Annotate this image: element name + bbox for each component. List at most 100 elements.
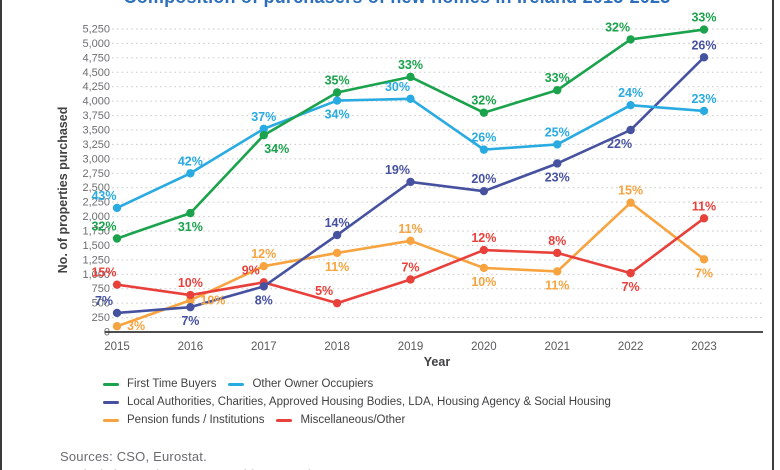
percent-label: 10% xyxy=(471,275,496,289)
data-point xyxy=(479,108,489,117)
x-tick-label: 2019 xyxy=(398,341,424,353)
percent-label: 34% xyxy=(264,142,289,156)
legend-entry-pension-funds: Pension funds / Institutions xyxy=(103,414,264,426)
data-point xyxy=(112,280,122,289)
miscellaneous-dash-icon xyxy=(276,418,293,422)
percent-label: 15% xyxy=(618,184,643,198)
percent-label: 7% xyxy=(622,280,640,294)
data-point xyxy=(626,125,635,135)
data-point xyxy=(699,255,709,264)
y-tick-label: 4,250 xyxy=(82,81,110,93)
y-tick-label: 2,000 xyxy=(82,211,110,223)
percent-label: 30% xyxy=(385,80,410,94)
percent-label: 26% xyxy=(691,38,716,52)
data-point xyxy=(479,263,489,273)
x-tick-label: 2015 xyxy=(104,341,130,353)
legend-entry-local-authorities: Local Authorities, Charities, Approved H… xyxy=(103,396,611,408)
percent-label: 19% xyxy=(385,163,410,177)
percent-label: 10% xyxy=(178,276,203,290)
legend-label: Pension funds / Institutions xyxy=(127,414,265,426)
data-point xyxy=(699,53,709,62)
data-point xyxy=(699,214,709,223)
data-point xyxy=(259,262,268,271)
y-tick-label: 3,250 xyxy=(82,139,110,151)
percent-label: 7% xyxy=(401,260,419,274)
pension-funds-dash-icon xyxy=(103,418,119,422)
percent-label: 25% xyxy=(545,125,570,139)
x-tick-label: 2023 xyxy=(691,341,717,353)
sources-block: Sources: CSO, Eurostat. Analysis by Hook… xyxy=(60,449,660,470)
data-point xyxy=(186,208,195,218)
legend-row-3: Pension funds / Institutions Miscellaneo… xyxy=(103,414,763,426)
series-1 xyxy=(112,94,709,213)
data-point xyxy=(406,236,415,246)
data-point xyxy=(406,72,415,82)
data-point xyxy=(332,96,342,105)
percent-label: 32% xyxy=(91,220,116,234)
percent-label: 32% xyxy=(471,94,496,108)
series-labels-3: 3% 10% 12% 11% 11% 10% 11% 15% 7% xyxy=(127,184,713,334)
data-point xyxy=(479,145,489,154)
percent-label: 33% xyxy=(691,11,716,25)
percent-label: 3% xyxy=(127,319,145,333)
data-point xyxy=(112,234,122,243)
data-point xyxy=(186,290,195,300)
percent-label: 24% xyxy=(618,86,643,100)
data-point xyxy=(626,100,635,110)
legend-label: Local Authorities, Charities, Approved H… xyxy=(127,396,611,408)
percent-label: 34% xyxy=(325,108,350,122)
y-tick-label: 1,750 xyxy=(82,226,110,238)
percent-label: 5% xyxy=(315,284,333,298)
y-tick-label: 2,250 xyxy=(82,197,110,209)
percent-label: 22% xyxy=(607,137,632,151)
y-tick-label: 5,000 xyxy=(82,38,110,50)
y-tick-label: 4,000 xyxy=(82,96,110,108)
data-point xyxy=(626,35,635,44)
data-point xyxy=(112,322,122,331)
data-point xyxy=(259,282,268,291)
data-point xyxy=(332,230,342,240)
legend-row-2: Local Authorities, Charities, Approved H… xyxy=(103,396,763,408)
local-authorities-dash-icon xyxy=(103,400,119,404)
percent-label: 20% xyxy=(471,172,496,186)
percent-label: 37% xyxy=(251,110,276,124)
data-point xyxy=(332,298,342,308)
percent-label: 11% xyxy=(692,199,716,213)
percent-label: 8% xyxy=(255,293,273,307)
chart-svg: 02505007501,0001,2501,5001,7502,0002,250… xyxy=(56,11,763,369)
percent-label: 32% xyxy=(605,20,630,34)
percent-label: 7% xyxy=(181,314,199,328)
y-tick-label: 2,500 xyxy=(82,182,110,194)
data-point xyxy=(332,248,342,258)
x-tick-label: 2017 xyxy=(251,341,277,353)
legend-label: First Time Buyers xyxy=(127,378,217,390)
y-tick-label: 1,000 xyxy=(82,269,110,281)
data-point xyxy=(406,275,415,284)
series-labels-0: 32% 31% 34% 35% 33% 32% 33% 32% 33% xyxy=(91,11,716,235)
percent-label: 43% xyxy=(91,189,116,203)
data-point xyxy=(186,169,195,178)
series-labels-4: 15% 10% 9% 5% 7% 12% 8% 7% 11% xyxy=(91,199,716,298)
data-point xyxy=(553,140,562,149)
x-tick-label: 2016 xyxy=(178,341,204,353)
sources-line-2: Analysis by Hooke & MacDonald Research xyxy=(60,467,660,470)
data-point xyxy=(186,302,195,312)
y-tick-label: 1,500 xyxy=(82,240,110,252)
legend-label: Miscellaneous/Other xyxy=(300,414,406,426)
other-owner-occupiers-dash-icon xyxy=(228,382,245,386)
y-tick-label: 4,500 xyxy=(82,67,110,79)
percent-label: 9% xyxy=(242,263,260,277)
data-point xyxy=(553,85,562,95)
right-border-line xyxy=(772,0,774,470)
data-point xyxy=(332,88,342,97)
percent-label: 11% xyxy=(545,278,569,292)
y-tick-label: 4,750 xyxy=(82,52,110,64)
percent-label: 12% xyxy=(251,247,276,261)
percent-label: 23% xyxy=(545,170,570,184)
series-2 xyxy=(112,53,709,318)
series-0 xyxy=(112,25,709,243)
y-tick-label: 5,250 xyxy=(82,24,110,36)
data-point xyxy=(553,267,562,276)
legend-row-1: First Time Buyers Other Owner Occupiers xyxy=(103,378,763,390)
data-point xyxy=(553,159,562,168)
